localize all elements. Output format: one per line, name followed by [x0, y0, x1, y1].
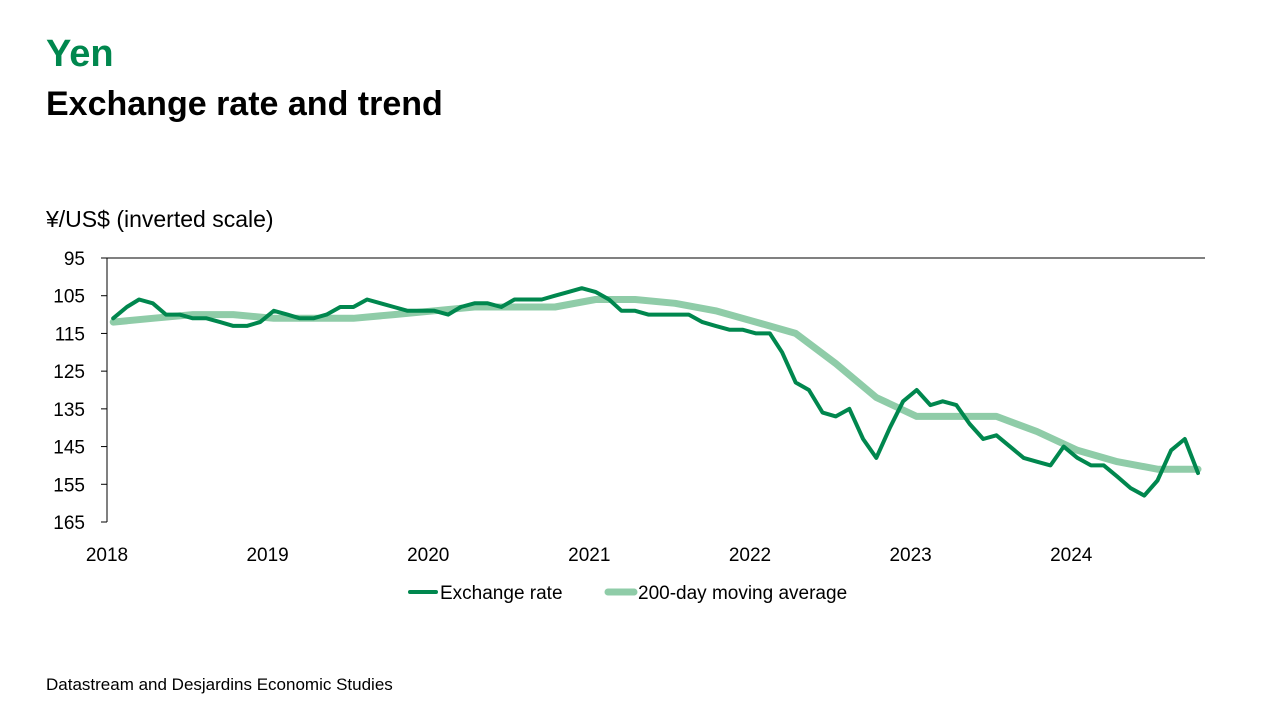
chart-axes: [101, 257, 1205, 523]
x-tick-label: 2019: [246, 545, 288, 566]
y-tick-label: 135: [53, 400, 85, 421]
y-axis-unit-label: ¥/US$ (inverted scale): [46, 206, 274, 232]
y-tick-label: 155: [53, 475, 85, 496]
x-tick-label: 2022: [729, 545, 771, 566]
chart-subtitle: Exchange rate and trend: [46, 85, 443, 123]
x-tick-label: 2021: [568, 545, 610, 566]
legend-item-exchange-rate-label: Exchange rate: [440, 583, 563, 604]
moving-average-line: [109, 296, 1202, 473]
legend-item-moving-average-label: 200-day moving average: [638, 583, 847, 604]
y-tick-label: 165: [53, 513, 85, 534]
y-tick-label: 115: [55, 324, 85, 345]
series-lines: [109, 286, 1202, 498]
source-note: Datastream and Desjardins Economic Studi…: [46, 675, 393, 694]
y-tick-labels: 95 105 115 125 135 145 155 165: [53, 249, 85, 534]
x-tick-label: 2023: [889, 545, 931, 566]
exchange-rate-chart: 95 105 115 125 135 145 155 165 2018 2019 2020 2021…: [53, 249, 1205, 604]
y-tick-label: 145: [53, 438, 85, 459]
chart-legend: Exchange rate 200-day moving average: [408, 583, 847, 604]
x-tick-label: 2018: [86, 545, 128, 566]
y-tick-label: 125: [53, 362, 85, 383]
x-tick-label: 2020: [407, 545, 449, 566]
exchange-rate-line: [111, 286, 1200, 498]
x-tick-label: 2024: [1050, 545, 1093, 566]
chart-title: Yen: [46, 33, 114, 75]
y-tick-label: 105: [53, 287, 85, 308]
y-tick-label: 95: [64, 249, 85, 270]
x-tick-labels: 2018 2019 2020 2021 2022 2023 2024: [86, 545, 1093, 566]
